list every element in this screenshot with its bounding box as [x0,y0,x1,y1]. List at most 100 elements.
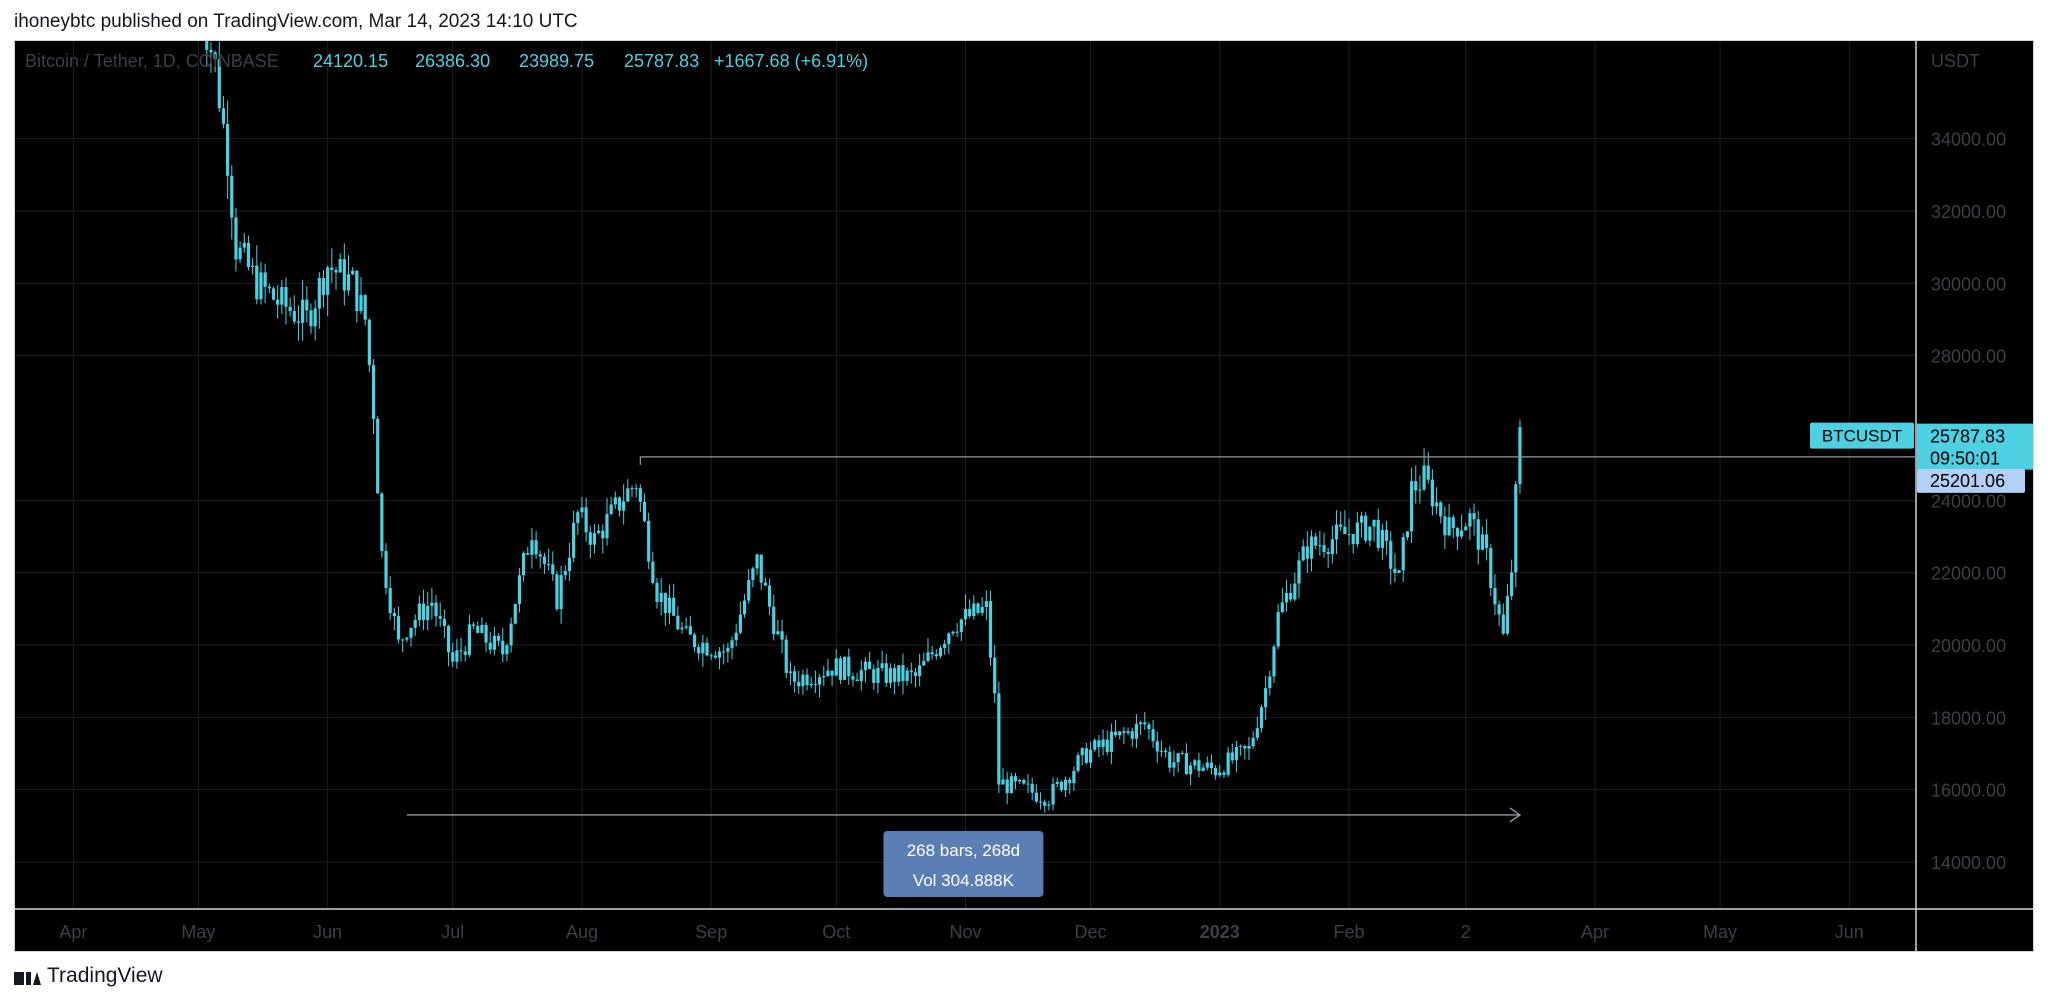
candle-body [446,625,451,653]
footer-brand[interactable]: TradingView [14,964,163,988]
candle-body [709,655,713,657]
candle-body [280,287,284,305]
candle-body [634,488,638,490]
candle-body [342,259,346,291]
candle-body [363,295,367,320]
candle-body [1268,676,1272,689]
candle-body [1230,752,1234,761]
chart-panel[interactable]: USDT 34000.00 32000.00 30000.00 28000.00 2400… [14,40,2034,952]
candle-body [1055,781,1059,784]
candle-body [876,667,880,683]
candle-body [313,308,317,327]
candle-body [1343,526,1347,535]
y-tick-label: 24000.00 [1931,491,2006,511]
candle-body [1422,465,1426,490]
hline-price-label: 25201.06 [1930,471,2005,491]
candle-body [759,554,763,583]
candle-body [1151,729,1155,742]
candle-body [597,530,601,534]
candle-body [863,661,868,671]
candle-body [1201,767,1205,771]
candle-body [922,660,926,666]
candle-body [530,540,534,555]
candle-body [792,671,797,682]
candle-body [1472,513,1476,520]
candle-body [1105,739,1109,752]
candle-body [1505,596,1510,634]
candle-body [1205,762,1209,768]
candle-body [676,615,680,630]
candle-body [292,310,296,322]
candle-body [943,643,947,648]
candle-body [522,553,526,576]
candle-body [1447,517,1451,536]
candle-body [496,635,501,641]
candle-body [1080,748,1084,756]
candle-body [259,272,263,300]
candle-body [688,626,692,635]
candle-body [1234,746,1239,761]
candle-body [1239,745,1243,747]
candle-body [1514,484,1518,573]
candle-body [209,49,213,53]
candle-body [1226,752,1230,775]
date-range-label-box [883,830,1044,897]
candle-body [555,574,559,610]
candle-body [788,671,793,673]
candle-body [872,669,876,683]
candle-body [426,605,430,621]
candle-body [976,603,980,613]
x-tick-label: Nov [949,922,981,942]
candle-body [955,631,959,633]
candle-body [1309,536,1314,559]
candle-body [1113,731,1118,736]
candle-body [1359,515,1364,523]
candle-body [884,663,888,683]
candle-body [221,108,226,124]
candle-body [326,267,330,295]
candle-body [1072,770,1076,784]
candle-body [592,533,597,545]
candle-body [584,507,588,533]
candle-body [263,272,267,287]
candle-body [1084,748,1088,763]
candle-body [1434,502,1439,507]
footer-brand-label: TradingView [47,964,163,987]
candle-body [463,651,467,655]
candle-body [847,656,851,677]
price-chart[interactable]: USDT 34000.00 32000.00 30000.00 28000.00 2400… [15,41,2033,951]
candle-body [471,624,476,626]
x-tick-label: Feb [1334,922,1365,942]
candle-body [655,582,659,602]
candle-body [617,497,622,511]
candle-body [1297,560,1301,584]
candle-body [1022,779,1026,784]
candle-body [538,554,542,557]
candle-body [817,677,822,685]
candle-body [1289,592,1293,600]
candle-body [1009,776,1013,794]
candle-body [901,665,905,681]
candle-body [246,242,251,268]
candle-body [1026,783,1030,785]
candle-body [905,670,909,681]
candle-body [830,670,834,676]
candle-body [738,614,742,633]
candle-body [359,295,363,312]
candle-body [442,618,446,626]
candle-body [1439,502,1443,517]
x-tick-label: Sep [695,922,727,942]
candle-body [701,642,705,654]
candle-body [1305,546,1309,559]
candle-body [1059,781,1063,791]
candle-body [1259,707,1264,729]
candle-body [751,568,755,580]
candle-body [834,658,838,676]
candle-body [1255,728,1259,738]
x-tick-label: Jun [1835,922,1864,942]
candle-body [309,310,313,327]
candle-body [1293,583,1297,600]
candle-body [1451,517,1455,529]
candle-body [984,601,988,607]
candle-body [1247,745,1251,749]
